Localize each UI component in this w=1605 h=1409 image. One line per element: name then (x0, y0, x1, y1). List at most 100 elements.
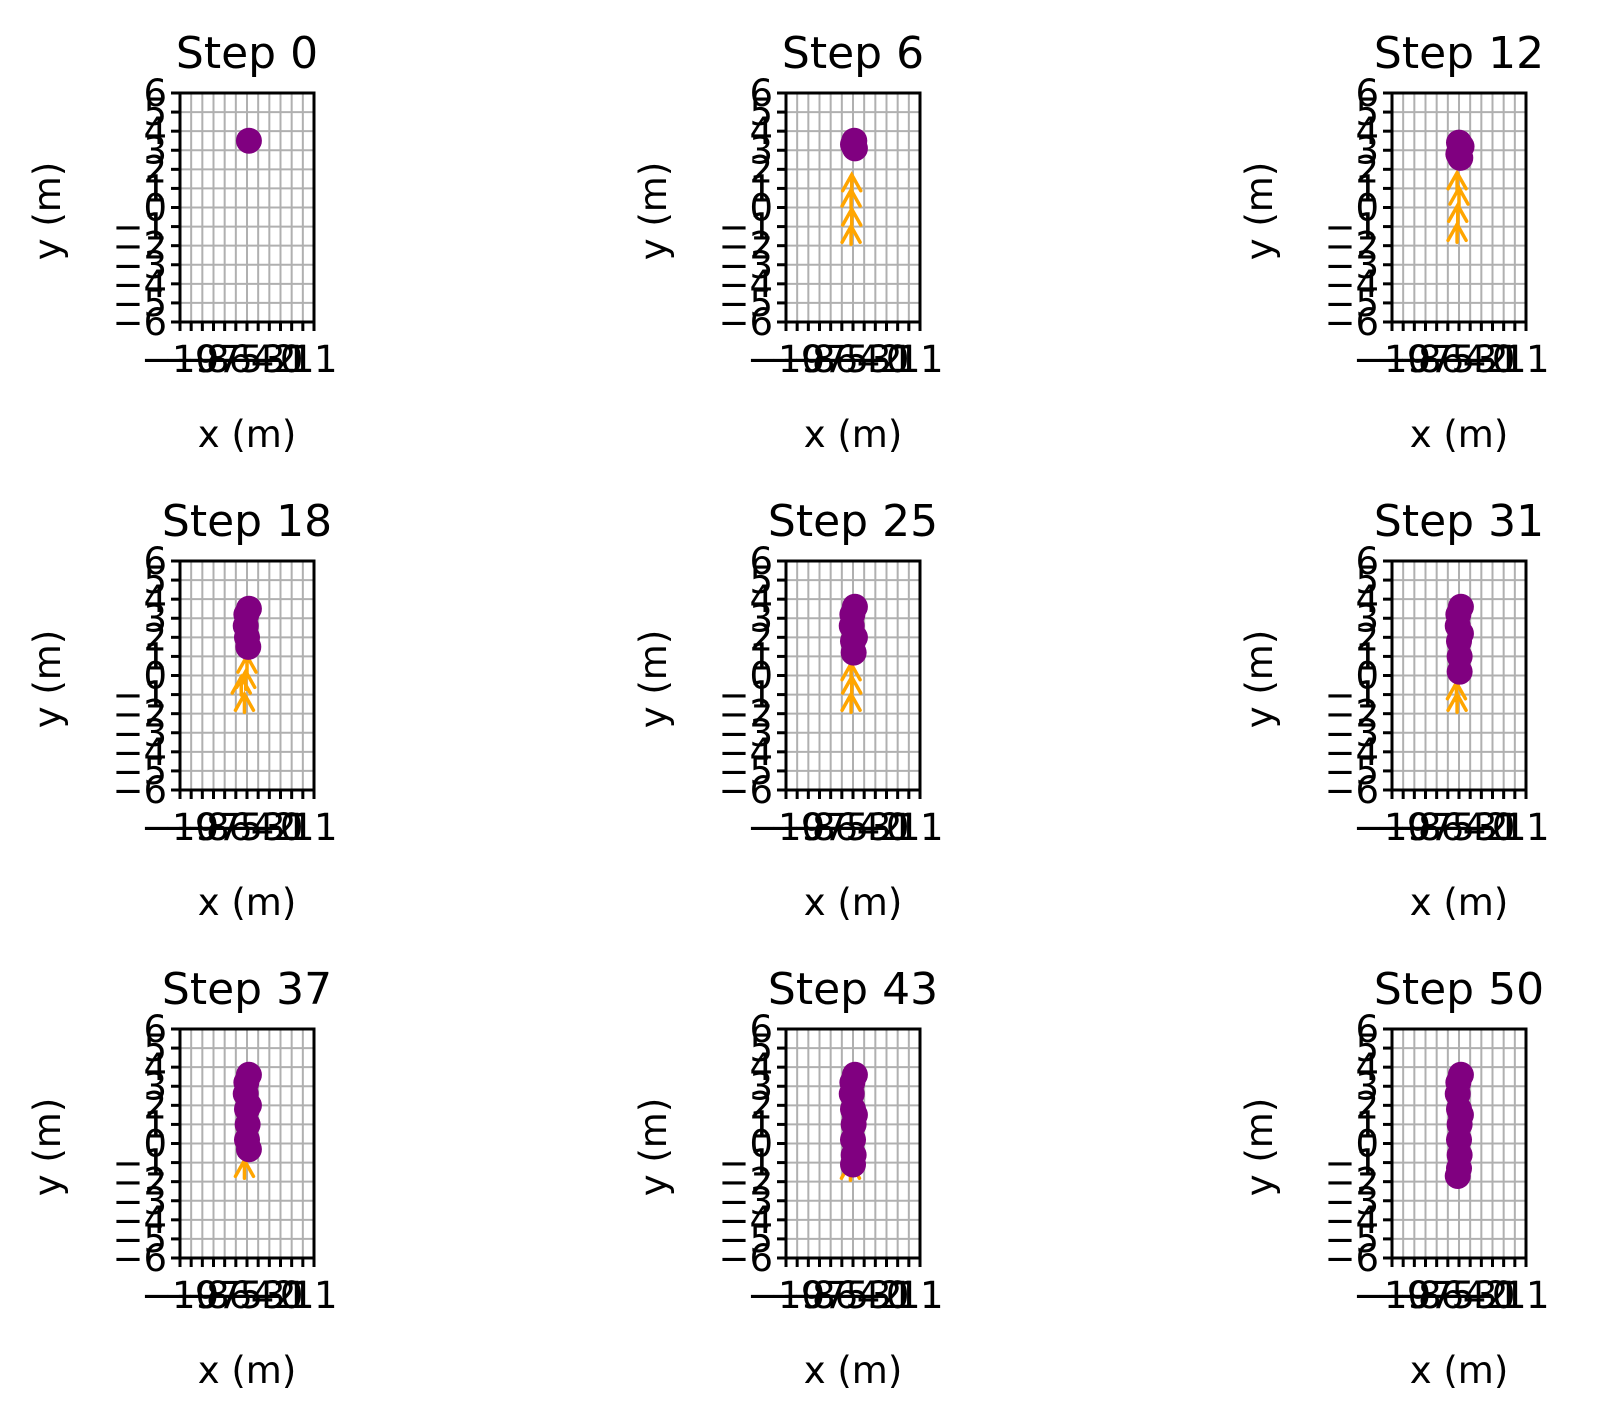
y-tick-label: 5 (1355, 1027, 1379, 1070)
x-tick-label: −1 (1465, 338, 1520, 381)
y-tick-label: 2 (143, 148, 167, 191)
y-tick-label: 1 (1355, 1103, 1379, 1146)
y-tick-label: −4 (1324, 263, 1379, 306)
axes-frame (178, 1027, 316, 1260)
x-tick-label: −4 (1432, 338, 1487, 381)
x-tick-label: −5 (1421, 338, 1476, 381)
x-tick-label: 1 (291, 806, 315, 849)
y-axis-label: y (m) (1238, 1098, 1281, 1197)
plot-area (235, 127, 262, 154)
y-tick-label: 0 (1355, 187, 1379, 230)
x-tick-label: −5 (209, 806, 264, 849)
y-tick-label: −2 (112, 1161, 167, 1204)
x-axis-label: x (m) (1410, 1349, 1509, 1392)
axes-frame (784, 1027, 922, 1260)
subplot-7: −10−9−8−7−6−5−4−3−2−10111−6−5−4−3−2−1012… (632, 964, 944, 1392)
x-tick-label: −1 (1465, 806, 1520, 849)
y-tick-label: −1 (718, 206, 773, 249)
y-tick-label: 5 (143, 91, 167, 134)
y-tick-label: 5 (749, 91, 773, 134)
y-tick-label: 4 (749, 110, 773, 153)
x-tick-label: 1 (897, 806, 921, 849)
x-tick-label: −9 (770, 338, 825, 381)
y-tick-label: −2 (718, 693, 773, 736)
x-tick-label: −10 (1353, 806, 1431, 849)
plot-area (230, 595, 262, 714)
y-tick-label: 2 (749, 616, 773, 659)
subplot-title: Step 12 (1374, 28, 1544, 79)
x-tick-label: −8 (1387, 1274, 1442, 1317)
y-tick-label: 5 (143, 1027, 167, 1070)
y-tick-label: −3 (1324, 244, 1379, 287)
x-tick-label: −7 (1398, 1274, 1453, 1317)
y-tick-label: −6 (718, 769, 773, 812)
y-tick-label: 4 (1355, 578, 1379, 621)
axes-frame (1390, 559, 1528, 792)
velocity-arrow (840, 690, 862, 714)
y-tick-label: −1 (1324, 674, 1379, 717)
y-tick-label: 3 (749, 129, 773, 172)
y-tick-label: 2 (1355, 148, 1379, 191)
y-tick-label: −3 (112, 712, 167, 755)
y-axis-label: y (m) (26, 630, 69, 729)
x-tick-label: −4 (826, 806, 881, 849)
x-tick-label: 11 (1502, 1274, 1549, 1317)
y-tick-label: 4 (749, 578, 773, 621)
y-tick-label: −2 (112, 693, 167, 736)
x-tick-label: −7 (186, 1274, 241, 1317)
agent-marker (841, 1061, 868, 1088)
y-tick-label: 4 (749, 1046, 773, 1089)
axes-frame (178, 91, 316, 324)
agent-marker (840, 1151, 866, 1178)
y-tick-label: 5 (749, 1027, 773, 1070)
x-tick-label: −9 (164, 1274, 219, 1317)
y-tick-label: 6 (749, 1008, 773, 1051)
x-tick-label: −2 (848, 1274, 903, 1317)
x-axis-label: x (m) (1410, 881, 1509, 924)
y-tick-label: 0 (143, 187, 167, 230)
agent-marker (235, 127, 262, 154)
y-tick-label: 3 (143, 1065, 167, 1108)
x-axis-label: x (m) (198, 413, 297, 456)
y-tick-label: 1 (1355, 167, 1379, 210)
subplot-title: Step 50 (1374, 964, 1544, 1015)
x-tick-label: −5 (815, 806, 870, 849)
agent-marker (1448, 133, 1475, 160)
x-axis-label: x (m) (198, 881, 297, 924)
y-tick-label: 4 (143, 110, 167, 153)
x-tick-label: −3 (231, 1274, 286, 1317)
x-tick-label: −4 (220, 806, 275, 849)
y-tick-label: 0 (143, 655, 167, 698)
agent-marker (1447, 620, 1474, 647)
y-tick-label: 1 (749, 167, 773, 210)
x-tick-label: 11 (290, 806, 337, 849)
y-tick-label: −3 (1324, 712, 1379, 755)
y-tick-label: 3 (143, 597, 167, 640)
y-tick-label: −1 (112, 674, 167, 717)
x-tick-label: −10 (141, 1274, 219, 1317)
x-tick-label: 1 (291, 338, 315, 381)
x-tick-label: 0 (280, 338, 304, 381)
y-tick-label: 6 (1355, 1008, 1379, 1051)
y-tick-label: −6 (718, 301, 773, 344)
y-tick-label: −4 (718, 263, 773, 306)
y-tick-label: 5 (143, 559, 167, 602)
x-tick-label: −4 (220, 1274, 275, 1317)
y-tick-label: −5 (112, 1218, 167, 1261)
y-tick-label: 0 (143, 1123, 167, 1166)
y-tick-label: −5 (718, 750, 773, 793)
y-tick-label: −2 (718, 1161, 773, 1204)
y-tick-label: 2 (143, 616, 167, 659)
agent-marker (1444, 1162, 1471, 1189)
x-tick-label: −8 (175, 338, 230, 381)
subplot-0: −10−9−8−7−6−5−4−3−2−10111−6−5−4−3−2−1012… (26, 28, 338, 456)
x-tick-label: −6 (1409, 1274, 1464, 1317)
x-tick-label: −5 (815, 338, 870, 381)
x-tick-label: −2 (242, 338, 297, 381)
x-tick-label: 1 (1503, 1274, 1527, 1317)
x-tick-label: −2 (848, 806, 903, 849)
y-tick-label: 4 (143, 1046, 167, 1089)
x-tick-label: −7 (186, 806, 241, 849)
y-tick-label: 0 (749, 187, 773, 230)
x-tick-label: 0 (280, 806, 304, 849)
